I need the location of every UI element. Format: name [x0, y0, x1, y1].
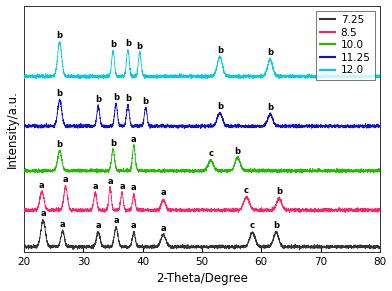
Text: b: b — [57, 31, 63, 40]
Text: b: b — [267, 48, 273, 57]
Legend: 7.25, 8.5, 10.0, 11.25, 12.0: 7.25, 8.5, 10.0, 11.25, 12.0 — [316, 11, 375, 79]
Text: a: a — [161, 189, 166, 198]
Text: a: a — [161, 224, 166, 233]
Text: a: a — [40, 210, 46, 219]
Text: b: b — [276, 187, 282, 196]
Text: a: a — [131, 183, 137, 192]
Text: b: b — [113, 93, 119, 102]
Y-axis label: Intensity/a.u.: Intensity/a.u. — [5, 90, 18, 168]
Text: b: b — [57, 140, 63, 149]
Text: c: c — [209, 149, 213, 158]
Text: a: a — [131, 135, 137, 144]
Text: a: a — [113, 216, 119, 225]
Text: a: a — [107, 177, 113, 186]
Text: a: a — [63, 175, 69, 184]
Text: a: a — [119, 182, 125, 191]
Text: b: b — [217, 102, 223, 111]
Text: b: b — [273, 221, 279, 230]
Text: a: a — [95, 221, 101, 230]
Text: b: b — [125, 39, 131, 48]
Text: b: b — [110, 40, 116, 49]
Text: a: a — [39, 181, 45, 190]
Text: b: b — [143, 97, 149, 106]
X-axis label: 2-Theta/Degree: 2-Theta/Degree — [156, 272, 248, 285]
Text: b: b — [267, 103, 273, 112]
Text: b: b — [95, 95, 101, 104]
Text: b: b — [57, 89, 63, 98]
Text: b: b — [217, 46, 223, 55]
Text: a: a — [93, 182, 98, 191]
Text: c: c — [244, 186, 249, 195]
Text: a: a — [131, 221, 137, 230]
Text: b: b — [125, 94, 131, 103]
Text: b: b — [137, 42, 143, 51]
Text: b: b — [110, 139, 116, 148]
Text: a: a — [60, 220, 65, 229]
Text: b: b — [234, 147, 241, 155]
Text: c: c — [250, 221, 255, 230]
